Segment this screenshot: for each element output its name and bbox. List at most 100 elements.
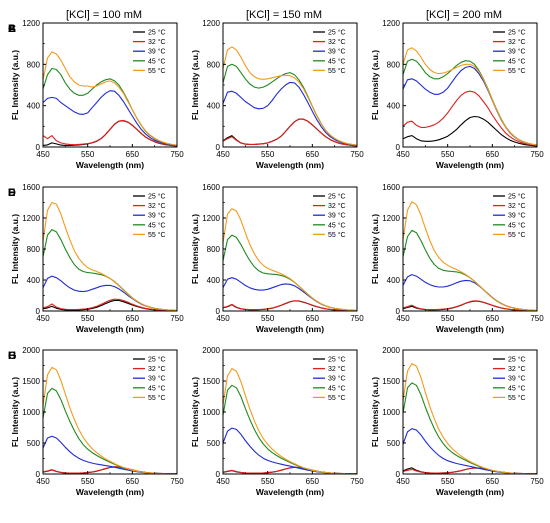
panel-g-xlabel: Wavelength (nm) bbox=[76, 487, 144, 497]
panel-b-legend-label: 45 °C bbox=[328, 57, 346, 65]
panel-f-xtick-label: 750 bbox=[530, 314, 544, 323]
panel-g-ytick-label: 500 bbox=[27, 439, 41, 448]
panel-e-letter: E bbox=[8, 187, 15, 199]
panel-a-line-55c bbox=[42, 51, 178, 146]
panel-b-letter: B bbox=[8, 23, 16, 35]
panel-c-line-55c bbox=[402, 47, 538, 146]
panel-c: C 450 550 650 750 0 400 800 1200 Wavelength (nm) F… bbox=[8, 19, 544, 170]
panel-h: H 450 550 650 750 0 500 1000 1500 2000 Wavelength … bbox=[8, 346, 364, 497]
panel-a-xtick-label: 650 bbox=[126, 150, 140, 159]
panel-b-legend: 25 °C32 °C 39 °C45 °C 55 °C bbox=[313, 29, 346, 75]
panel-b-legend-label: 25 °C bbox=[328, 29, 346, 37]
panel-c-xtick-label: 550 bbox=[441, 150, 455, 159]
panel-i-legend-label: 55 °C bbox=[508, 394, 526, 402]
panel-a-xlabel: Wavelength (nm) bbox=[76, 160, 144, 170]
panel-a-letter: A bbox=[8, 23, 16, 35]
panel-a-line-45c bbox=[42, 67, 178, 146]
panel-e-ytick-label: 800 bbox=[207, 245, 221, 254]
panel-i-letter: I bbox=[8, 350, 11, 362]
panel-e-legend-label: 25 °C bbox=[328, 193, 346, 201]
panel-d-xtick-label: 650 bbox=[126, 314, 140, 323]
panel-c-xtick-label: 650 bbox=[486, 150, 500, 159]
panel-d: D 450 550 650 750 0 400 800 1200 1600 Wavelength (… bbox=[8, 183, 184, 334]
panel-d-xtick-label: 450 bbox=[36, 314, 50, 323]
panel-f-line-45c bbox=[402, 229, 538, 312]
panel-g-legend-label: 32 °C bbox=[148, 365, 166, 373]
panel-b-xtick-label: 750 bbox=[350, 150, 364, 159]
panel-b-ylabel: FL Intensity (a.u.) bbox=[190, 50, 200, 120]
panel-f: F 450 550 650 750 0 400 800 1200 1600 Wavelength (… bbox=[8, 183, 544, 334]
panel-c-xlabel: Wavelength (nm) bbox=[436, 160, 504, 170]
panel-b-ytick-label: 400 bbox=[207, 102, 221, 111]
panel-a-legend-label: 39 °C bbox=[148, 48, 166, 56]
panel-b-line-39c bbox=[222, 81, 358, 146]
panel-d-line-45c bbox=[42, 229, 178, 312]
panel-c-legend-label: 25 °C bbox=[508, 29, 526, 37]
panel-i-legend: 25 °C32 °C 39 °C45 °C 55 °C bbox=[493, 356, 526, 402]
panel-i-xtick-label: 550 bbox=[441, 477, 455, 486]
panel-g-legend-label: 45 °C bbox=[148, 384, 166, 392]
panel-h-letter: H bbox=[8, 350, 16, 362]
panel-e-xtick-label: 750 bbox=[350, 314, 364, 323]
panel-e-line-45c bbox=[222, 234, 358, 312]
panel-d-xtick-label: 550 bbox=[81, 314, 95, 323]
panel-f-legend-label: 55 °C bbox=[508, 231, 526, 239]
panel-b-line-25c bbox=[222, 118, 358, 147]
panel-h-legend-label: 39 °C bbox=[328, 375, 346, 383]
panel-d-xtick-label: 750 bbox=[170, 314, 184, 323]
panel-i-line-39c bbox=[402, 428, 538, 475]
panel-c-legend-label: 45 °C bbox=[508, 57, 526, 65]
panel-g-xtick-label: 550 bbox=[81, 477, 95, 486]
panel-i-ytick-label: 2000 bbox=[382, 346, 400, 355]
panel-h-legend: 25 °C32 °C 39 °C45 °C 55 °C bbox=[313, 356, 346, 402]
panel-g-ytick-label: 2000 bbox=[22, 346, 40, 355]
panel-d-xlabel: Wavelength (nm) bbox=[76, 324, 144, 334]
panel-g-line-55c bbox=[42, 366, 178, 475]
panel-f-letter: F bbox=[8, 187, 15, 199]
column-title-3: [KCl] = 200 mM bbox=[426, 9, 502, 21]
panel-e-xtick-label: 650 bbox=[306, 314, 320, 323]
panel-g-letter: G bbox=[8, 350, 17, 362]
panel-i-legend-label: 45 °C bbox=[508, 384, 526, 392]
panel-b-xtick-label: 650 bbox=[306, 150, 320, 159]
panel-d-ytick-label: 800 bbox=[27, 245, 41, 254]
panel-e-line-55c bbox=[222, 208, 358, 312]
panel-i-ytick-label: 0 bbox=[396, 470, 401, 479]
panel-c-letter: C bbox=[8, 23, 16, 35]
panel-h-ylabel: FL Intensity (a.u.) bbox=[190, 377, 200, 447]
panel-a-legend-label: 25 °C bbox=[148, 29, 166, 37]
panel-a-ytick-label: 400 bbox=[27, 102, 41, 111]
panel-a-xtick-label: 750 bbox=[170, 150, 184, 159]
panel-g-legend-label: 25 °C bbox=[148, 356, 166, 364]
panel-c-ytick-label: 400 bbox=[387, 102, 401, 111]
panel-b-ytick-label: 1200 bbox=[202, 19, 220, 28]
panel-d-ytick-label: 1200 bbox=[22, 214, 40, 223]
panel-g-legend-label: 55 °C bbox=[148, 394, 166, 402]
panel-i-legend-label: 39 °C bbox=[508, 375, 526, 383]
panel-i-xtick-label: 750 bbox=[530, 477, 544, 486]
panel-b-ytick-label: 800 bbox=[207, 60, 221, 69]
panel-f-ytick-label: 800 bbox=[387, 245, 401, 254]
panel-g-xtick-label: 450 bbox=[36, 477, 50, 486]
panel-c-ytick-label: 800 bbox=[387, 60, 401, 69]
panel-c-legend: 25 °C32 °C 39 °C45 °C 55 °C bbox=[493, 29, 526, 75]
panel-a-line-39c bbox=[42, 90, 178, 147]
panel-h-ytick-label: 2000 bbox=[202, 346, 220, 355]
panel-i-ytick-label: 1000 bbox=[382, 408, 400, 417]
panel-a-xtick-label: 550 bbox=[81, 150, 95, 159]
panel-h-legend-label: 55 °C bbox=[328, 394, 346, 402]
panel-f-line-39c bbox=[402, 274, 538, 312]
panel-c-line-32c bbox=[402, 90, 538, 147]
panel-d-ytick-label: 400 bbox=[27, 276, 41, 285]
panel-a-legend-label: 55 °C bbox=[148, 67, 166, 75]
panel-e-legend-label: 55 °C bbox=[328, 231, 346, 239]
column-title-2: [KCl] = 150 mM bbox=[246, 9, 322, 21]
panel-c-legend-label: 39 °C bbox=[508, 48, 526, 56]
panel-e-ylabel: FL Intensity (a.u.) bbox=[190, 214, 200, 284]
panel-f-xtick-label: 450 bbox=[396, 314, 410, 323]
panel-g: G 450 550 650 750 0 500 1000 1500 2000 Wavelength … bbox=[8, 346, 184, 497]
panel-g-xtick-label: 750 bbox=[170, 477, 184, 486]
panel-d-ytick-label: 0 bbox=[36, 307, 41, 316]
panel-f-ytick-label: 400 bbox=[387, 276, 401, 285]
